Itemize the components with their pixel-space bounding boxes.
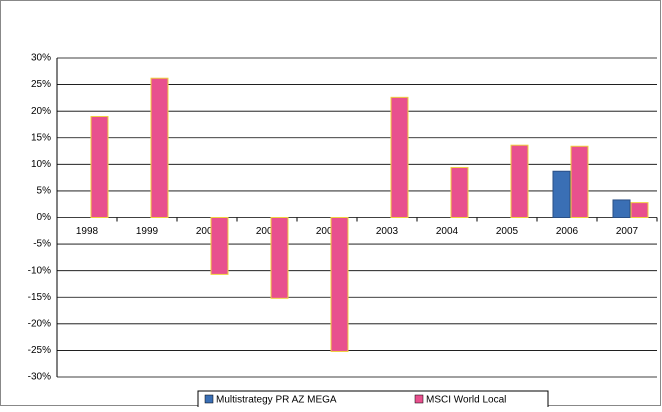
x-tick-label: 2000	[196, 226, 219, 237]
x-tick-label: 2005	[496, 226, 519, 237]
bar	[450, 167, 469, 218]
y-tick-label: 30%	[31, 53, 51, 64]
x-tick-label: 2002	[316, 226, 339, 237]
y-tick-label: 25%	[31, 79, 51, 90]
x-tick-label: 2006	[556, 226, 579, 237]
legend-label: MSCI World Local	[426, 395, 506, 406]
legend-swatch	[414, 394, 424, 404]
y-tick-label: 15%	[31, 132, 51, 143]
bar	[330, 217, 349, 352]
bar	[210, 217, 229, 275]
y-tick-label: 10%	[31, 159, 51, 170]
y-tick-label: -20%	[28, 318, 51, 329]
bar	[570, 145, 589, 218]
y-tick-label: -15%	[28, 292, 51, 303]
legend-swatch	[204, 394, 214, 404]
bar	[390, 96, 409, 218]
x-tick-label: 2003	[376, 226, 399, 237]
x-tick-label: 1999	[136, 226, 159, 237]
y-tick-label: -10%	[28, 265, 51, 276]
bar	[90, 115, 109, 218]
bar	[150, 77, 169, 218]
y-tick-label: 5%	[37, 186, 52, 197]
x-tick-label: 1998	[76, 226, 99, 237]
y-tick-label: 20%	[31, 106, 51, 117]
y-tick-label: 0%	[37, 212, 52, 223]
x-tick-label: 2001	[256, 226, 279, 237]
bar	[270, 217, 289, 299]
bar	[630, 202, 649, 218]
bar	[510, 144, 529, 218]
bar	[612, 199, 631, 219]
legend-label: Multistrategy PR AZ MEGA	[216, 395, 337, 406]
bar	[552, 170, 571, 218]
y-tick-label: -30%	[28, 372, 51, 383]
y-tick-label: -5%	[33, 239, 51, 250]
x-tick-label: 2007	[616, 226, 639, 237]
x-tick-label: 2004	[436, 226, 459, 237]
y-tick-label: -25%	[28, 345, 51, 356]
